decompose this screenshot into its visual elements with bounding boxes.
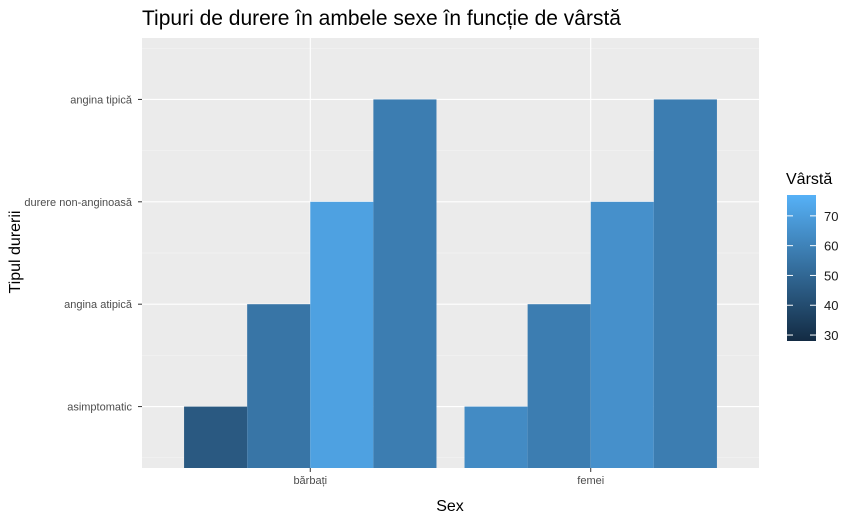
x-axis: bărbați femei	[293, 468, 604, 487]
legend-tick-label: 70	[824, 209, 838, 224]
legend-colorbar	[787, 195, 816, 341]
legend-tick-label: 50	[824, 268, 838, 283]
bar-bărbați-durere-non-anginoasă	[310, 201, 374, 469]
legend: 30 40 50 60 70	[787, 195, 838, 343]
x-axis-title: Sex	[436, 498, 464, 515]
bar-femei-durere-non-anginoasă	[590, 201, 654, 469]
y-tick-label: durere non-anginoasă	[24, 197, 133, 209]
y-tick-label: asimptomatic	[67, 402, 132, 414]
y-tick-label: angina tipică	[70, 94, 133, 106]
x-tick-label: bărbați	[293, 475, 327, 487]
bar-femei-angina-tipică	[653, 99, 717, 468]
bar-bărbați-angina-tipică	[373, 99, 437, 468]
y-tick-label: angina atipică	[64, 299, 133, 311]
chart-title: Tipuri de durere în ambele sexe în funcț…	[142, 7, 621, 30]
legend-tick-label: 30	[824, 328, 838, 343]
bar-bărbați-asimptomatic	[184, 406, 248, 468]
legend-tick-label: 60	[824, 239, 838, 254]
y-axis: asimptomatic angina atipică durere non-ang…	[24, 94, 142, 414]
bars-group	[184, 99, 717, 469]
bar-bărbați-angina-atipică	[247, 304, 311, 468]
legend-tick-label: 40	[824, 298, 838, 313]
legend-title: Vârstă	[786, 171, 832, 188]
y-axis-title: Tipul durerii	[7, 211, 24, 294]
bar-femei-angina-atipică	[527, 304, 591, 468]
bar-femei-asimptomatic	[464, 406, 528, 468]
x-tick-label: femei	[577, 475, 604, 487]
